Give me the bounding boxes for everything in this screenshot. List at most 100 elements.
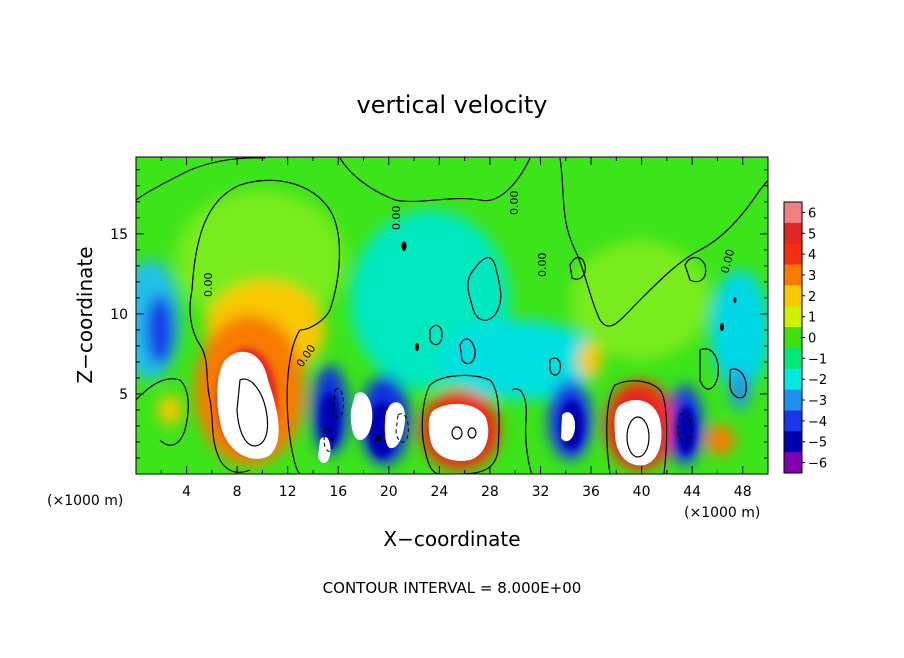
- contour-label: 0.00: [390, 206, 403, 231]
- contour-zero: [467, 257, 502, 321]
- contour-label: 0.00: [202, 273, 215, 298]
- colorbar-label: 5: [808, 227, 816, 242]
- x-scale-label-right: (×1000 m): [684, 505, 760, 521]
- contour-label: 0.00: [718, 248, 737, 275]
- downdraft-core: [320, 392, 340, 448]
- contour-negative: [677, 413, 692, 444]
- colorbar-label: 4: [808, 248, 816, 263]
- contour-interval-note: CONTOUR INTERVAL = 8.000E+00: [323, 579, 582, 597]
- colorbar-swatch: [784, 327, 802, 349]
- contour-zero: [511, 388, 533, 474]
- plot-frame: [135, 156, 769, 475]
- contour-lines: [136, 157, 768, 474]
- downdraft: [146, 295, 174, 365]
- contour-label: 0.00: [508, 191, 521, 216]
- chart-title: vertical velocity: [357, 91, 548, 119]
- colorbar-label: −3: [808, 394, 827, 409]
- colorbar-swatch: [784, 347, 802, 370]
- colorbar: 6 5 4 3 2 1 0 −1 −2 −3 −4 −5 −6: [783, 201, 827, 474]
- colorbar-swatch: [784, 243, 802, 266]
- contour-zero: [339, 157, 531, 203]
- contour-zero: [189, 289, 251, 473]
- colorbar-label: −5: [808, 436, 827, 451]
- colorbar-swatch: [784, 306, 802, 328]
- colorbar-swatch: [784, 452, 802, 474]
- x-tick-label: 8: [233, 484, 242, 500]
- x-tick-label: 12: [279, 484, 297, 500]
- contour-zero: [136, 378, 189, 446]
- saturated-cores: [217, 351, 662, 466]
- y-tick-label: 5: [119, 387, 128, 403]
- contour-zero: [136, 157, 266, 201]
- colorbar-label: −2: [808, 373, 827, 388]
- colorbar-label: 1: [808, 311, 816, 326]
- x-tick-label: 4: [182, 484, 191, 500]
- x-tick-label: 16: [329, 484, 347, 500]
- colorbar-swatch: [784, 368, 802, 391]
- contour-zero: [684, 256, 707, 283]
- x-axis-ticks: 4 8 12 16 20 24 28 32 36 40 44 48: [160, 157, 752, 500]
- colorbar-swatch: [784, 264, 802, 286]
- contour-negative: [395, 413, 409, 443]
- colorbar-label: 6: [808, 206, 816, 221]
- contour-zero: [459, 338, 476, 365]
- colorbar-label: −1: [808, 352, 827, 367]
- colorbar-swatch: [784, 285, 802, 307]
- field-blob: [440, 320, 600, 400]
- y-axis-ticks: 5 10 15: [110, 169, 768, 459]
- x-tick-label: 20: [380, 484, 398, 500]
- y-tick-label: 10: [110, 307, 128, 323]
- black-feature: [415, 343, 419, 351]
- colorbar-label: −6: [808, 457, 827, 472]
- white-core: [614, 400, 662, 466]
- x-tick-label: 44: [683, 484, 701, 500]
- black-feature: [720, 323, 724, 331]
- contour-zero: [569, 256, 586, 280]
- updraft-plume: [705, 425, 735, 455]
- y-axis-title: Z−coordinate: [73, 246, 97, 383]
- white-core: [217, 351, 279, 459]
- x-tick-label: 40: [633, 484, 651, 500]
- white-core: [428, 403, 489, 461]
- black-feature: [733, 297, 737, 303]
- y-tick-label: 15: [110, 227, 128, 243]
- downdraft-core: [676, 405, 696, 455]
- contour-zero: [429, 374, 500, 474]
- black-features: [375, 241, 737, 441]
- colorbar-swatch: [784, 222, 802, 245]
- colorbar-swatch: [784, 389, 802, 411]
- colorbar-label: 0: [808, 332, 816, 347]
- contour-zero: [559, 157, 768, 327]
- updraft-plume: [578, 342, 602, 378]
- black-feature: [375, 435, 381, 441]
- contour-core: [467, 427, 477, 439]
- contour-zero: [286, 329, 301, 474]
- colorbar-label: 3: [808, 269, 816, 284]
- contour-zero: [699, 348, 719, 390]
- x-tick-label: 32: [532, 484, 550, 500]
- field-blob: [710, 270, 768, 390]
- contour-zero: [549, 357, 561, 376]
- white-core: [561, 412, 576, 442]
- contour-zero: [729, 368, 747, 399]
- colorbar-swatch: [784, 410, 802, 432]
- colorbar-swatch: [784, 431, 802, 453]
- contour-zero: [421, 384, 441, 474]
- plot-area: 0.00 0.00 0.00 0.00 0.00 0.00: [136, 157, 768, 474]
- contour-zero: [614, 380, 668, 474]
- colorbar-label: 2: [808, 290, 816, 305]
- white-core: [318, 436, 331, 464]
- contour-core: [236, 378, 269, 447]
- x-scale-label-left: (×1000 m): [47, 493, 123, 509]
- x-tick-label: 48: [734, 484, 752, 500]
- contour-label: 0.00: [536, 253, 549, 278]
- contour-negative: [323, 428, 333, 452]
- dashed-contours: [323, 388, 692, 452]
- updraft-plume: [158, 395, 182, 425]
- x-tick-label: 36: [582, 484, 600, 500]
- contour-core: [451, 426, 463, 440]
- downdraft: [730, 370, 750, 410]
- contour-zero: [606, 384, 616, 474]
- x-axis-title: X−coordinate: [383, 527, 520, 551]
